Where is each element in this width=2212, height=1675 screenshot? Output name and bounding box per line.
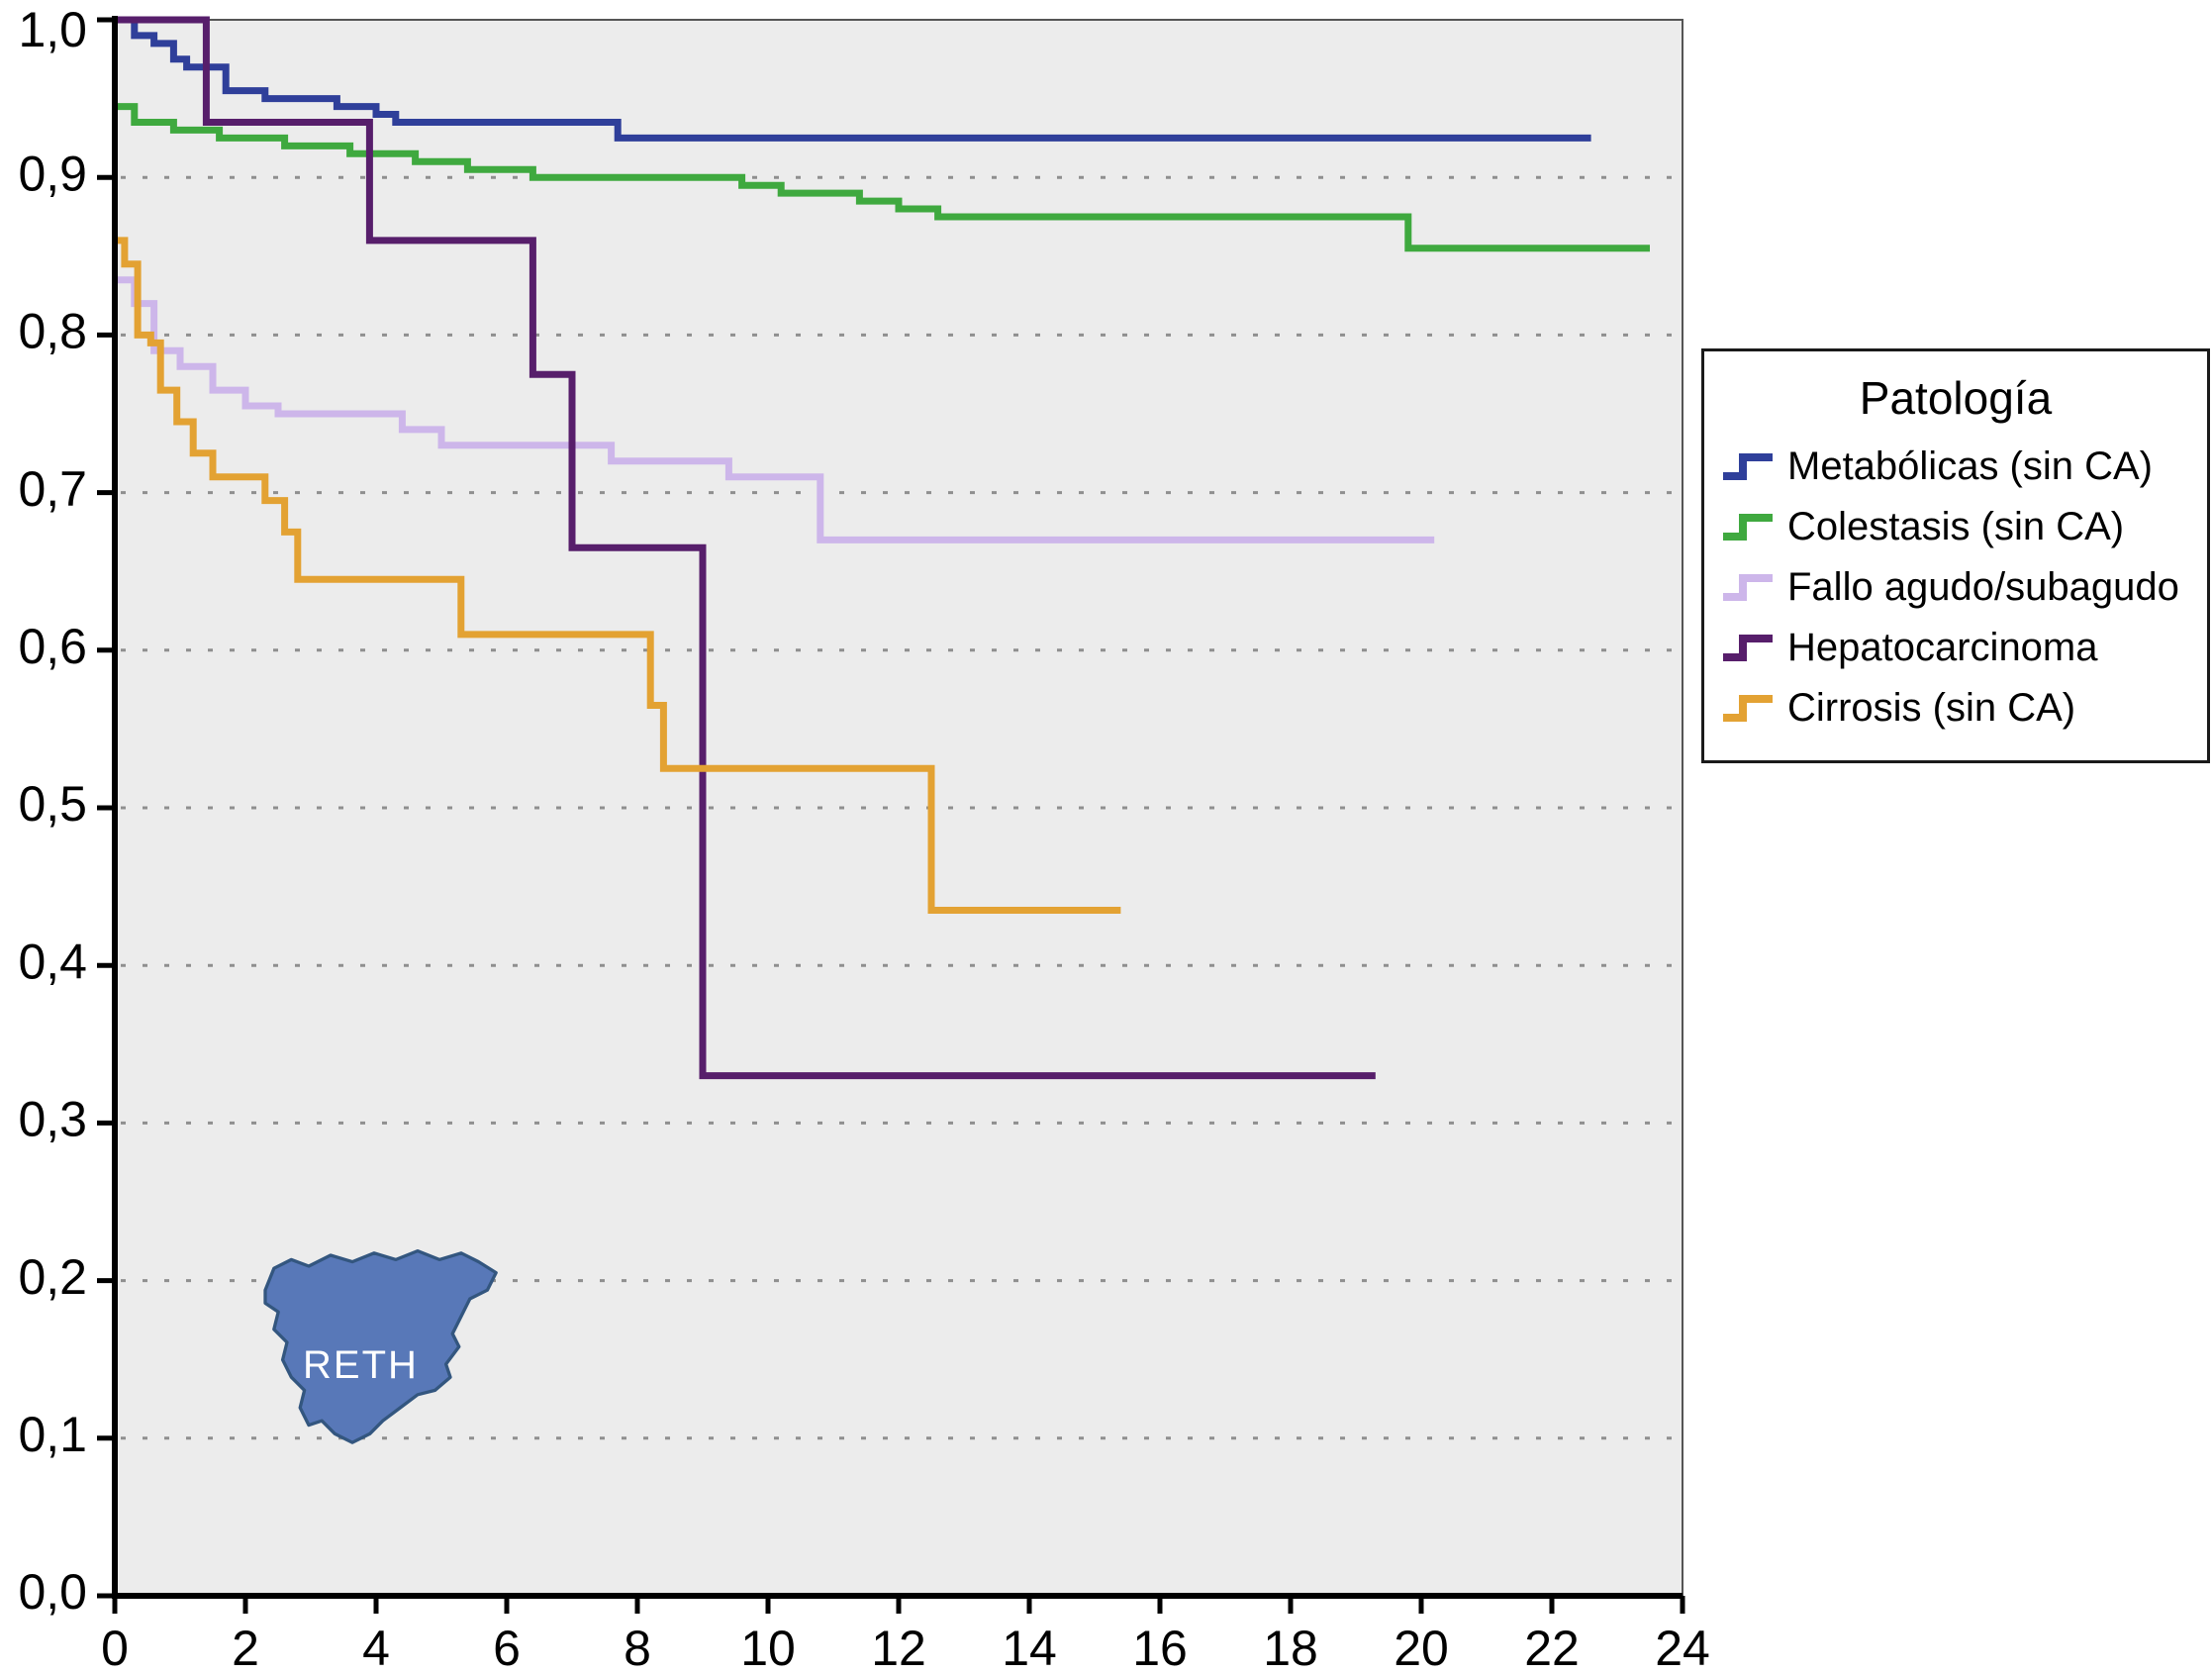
x-tick-label: 16 [1132,1621,1188,1675]
legend-item: Colestasis (sin CA) [1720,501,2191,552]
x-tick-label: 24 [1655,1621,1710,1675]
legend-key-icon [1723,574,1773,601]
y-tick-label: 0,2 [18,1249,87,1305]
x-tick-label: 20 [1394,1621,1449,1675]
legend-title: Patología [1859,372,2053,424]
legend-item-label: Cirrosis (sin CA) [1787,685,2076,730]
series-cirrosis-sin-ca [115,237,1121,914]
x-tick-label: 8 [624,1621,651,1675]
legend-key-icon [1723,453,1773,480]
x-tick-label: 14 [1002,1621,1057,1675]
x-tick-label: 4 [362,1621,390,1675]
x-tick-label: 0 [101,1621,129,1675]
legend-item: Metabólicas (sin CA) [1720,441,2191,492]
y-tick-label: 0,7 [18,461,87,517]
legend-item: Hepatocarcinoma [1720,622,2191,673]
legend-item-label: Fallo agudo/subagudo [1787,564,2179,609]
x-tick-label: 22 [1524,1621,1580,1675]
x-tick-label: 12 [871,1621,926,1675]
y-tick-label: 0,6 [18,619,87,674]
watermark-label: RETH [303,1343,419,1387]
y-tick-label: 0,5 [18,776,87,832]
y-tick-label: 1,0 [18,2,87,57]
legend-key-icon [1723,514,1773,541]
y-tick-label: 0,3 [18,1092,87,1147]
legend-key-icon [1723,695,1773,722]
legend-item-label: Hepatocarcinoma [1787,625,2098,669]
legend: Patología Metabólicas (sin CA) Colestasis… [1701,348,2210,763]
y-tick-label: 0,1 [18,1407,87,1462]
series-colestasis-sin-ca [115,103,1650,252]
x-tick-label: 10 [740,1621,796,1675]
y-tick-label: 0,0 [18,1564,87,1620]
legend-items: Metabólicas (sin CA) Colestasis (sin CA) F… [1720,441,2191,734]
y-tick-label: 0,8 [18,304,87,359]
legend-item: Cirrosis (sin CA) [1720,682,2191,734]
y-tick-label: 0,9 [18,146,87,201]
legend-item-label: Colestasis (sin CA) [1787,504,2125,548]
x-tick-label: 18 [1263,1621,1318,1675]
legend-item: Fallo agudo/subagudo [1720,561,2191,613]
y-tick-label: 0,4 [18,934,87,989]
spain-map [263,1248,498,1444]
series-metab-licas-sin-ca [115,16,1591,142]
x-tick-label: 2 [232,1621,259,1675]
series-hepatocarcinoma [115,16,1376,1080]
legend-item-label: Metabólicas (sin CA) [1787,443,2154,488]
legend-key-icon [1723,635,1773,661]
x-tick-label: 6 [493,1621,521,1675]
